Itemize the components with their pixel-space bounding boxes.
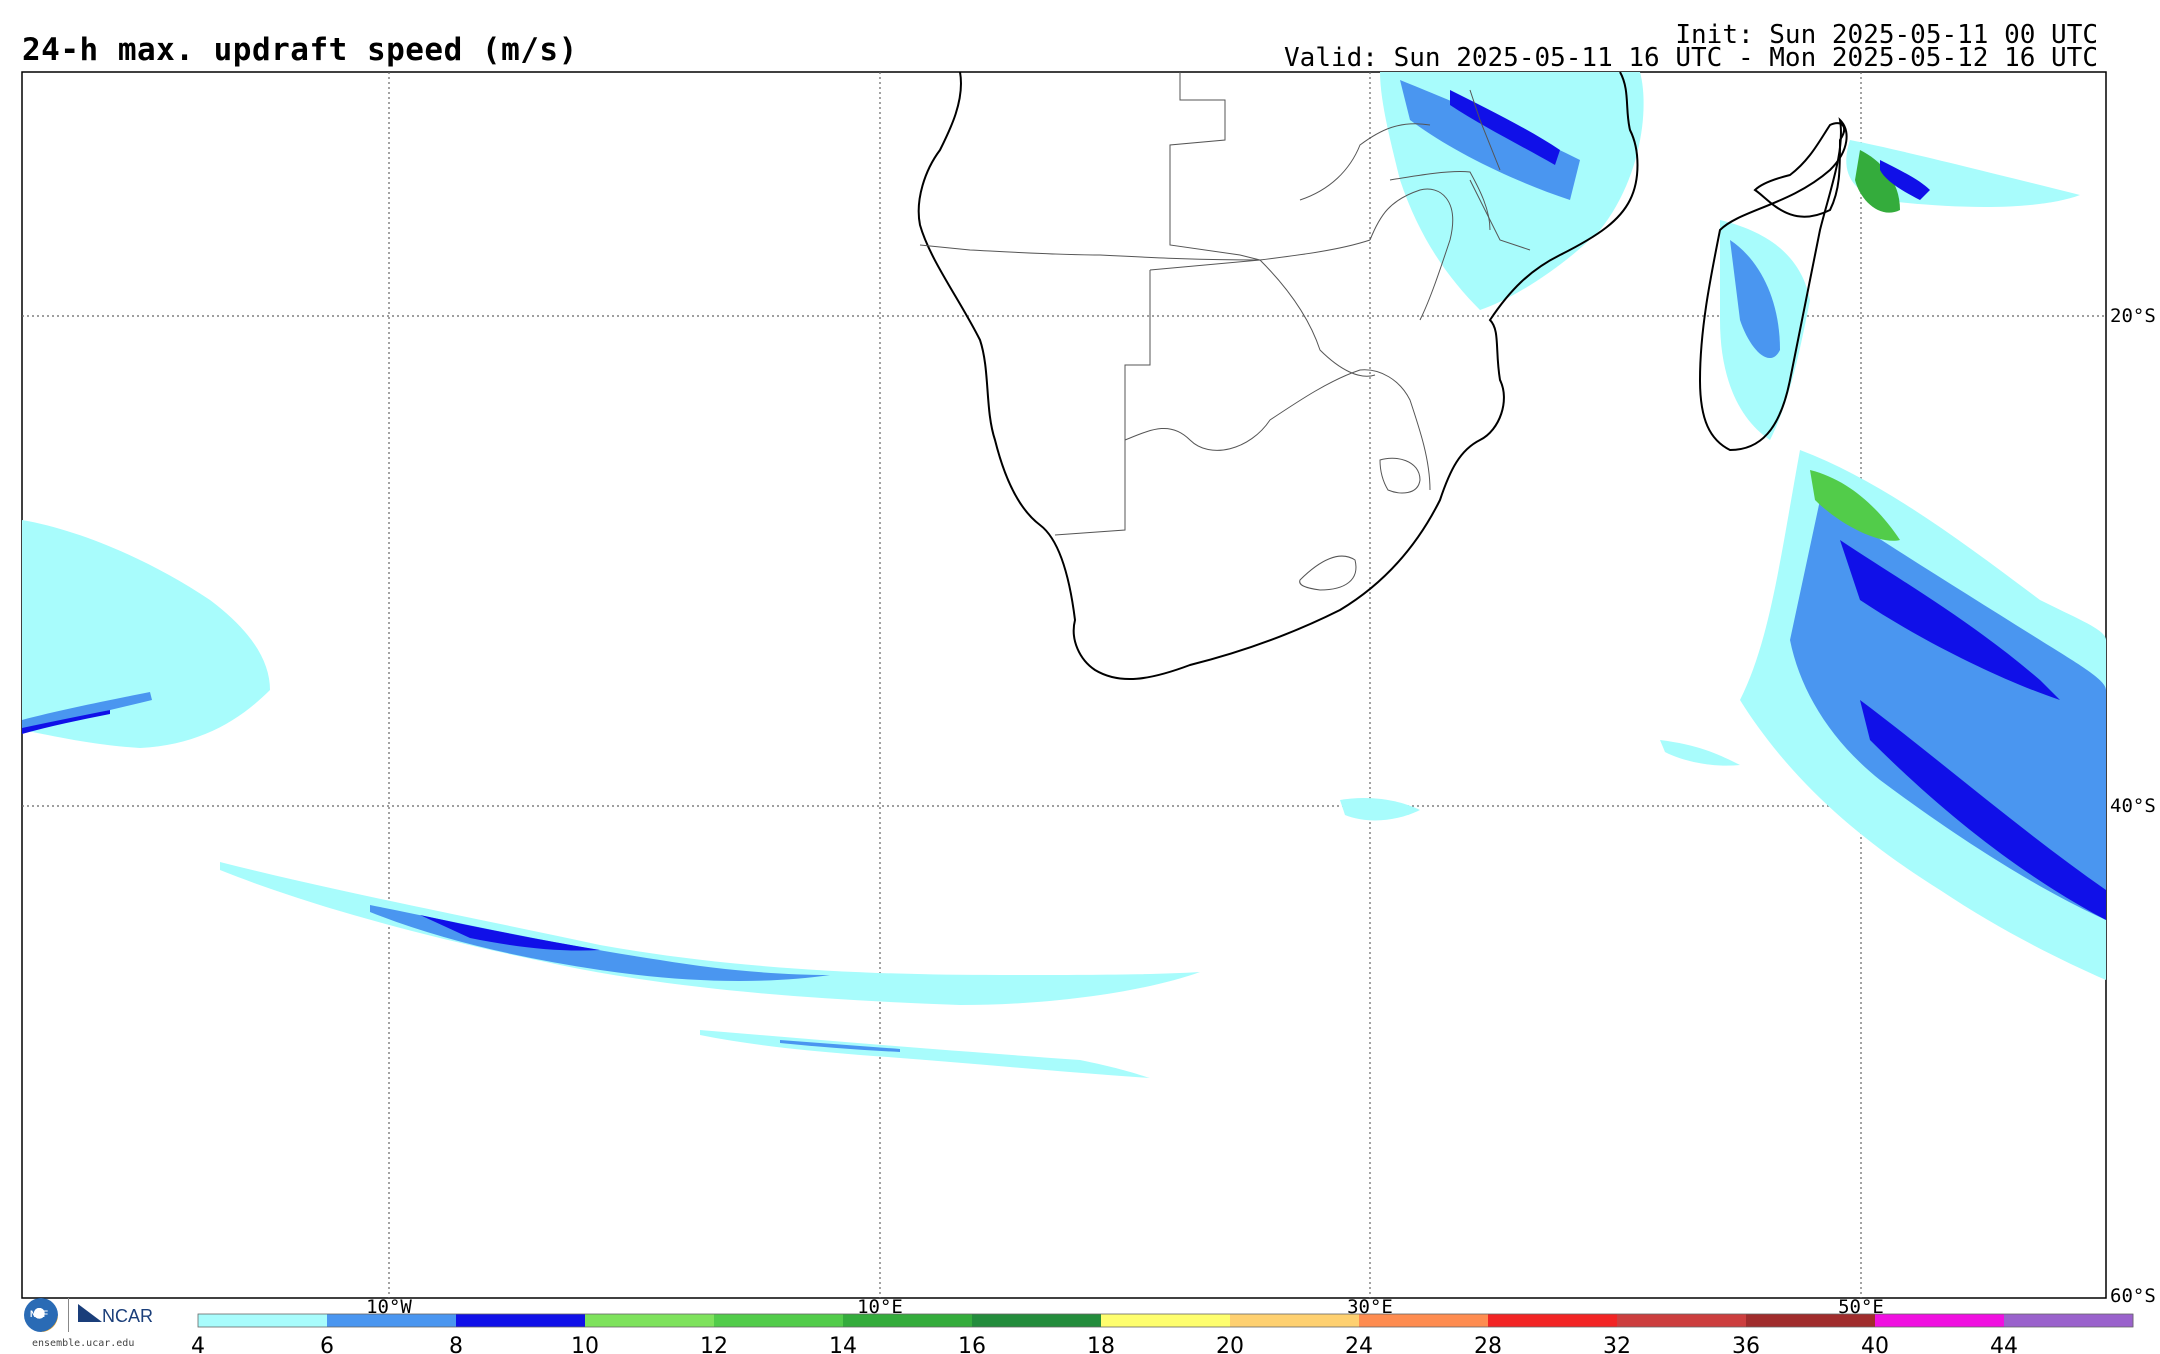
longitude-labels: 10°W 10°E 30°E 50°E bbox=[366, 1296, 1884, 1318]
colorbar-tick-label: 40 bbox=[1861, 1334, 1889, 1354]
colorbar-tick-label: 8 bbox=[449, 1334, 463, 1354]
colorbar-swatch bbox=[327, 1314, 457, 1327]
ncar-logo-icon bbox=[78, 1304, 102, 1322]
colorbar-tick-label: 18 bbox=[1087, 1334, 1115, 1354]
colorbar-swatch bbox=[1746, 1314, 1876, 1327]
lon-label-50e: 50°E bbox=[1838, 1296, 1884, 1318]
colorbar-tick-label: 14 bbox=[829, 1334, 857, 1354]
colorbar-frame bbox=[197, 1313, 2134, 1328]
colorbar-tick-label: 6 bbox=[320, 1334, 334, 1354]
colorbar-tick-label: 4 bbox=[191, 1334, 205, 1354]
colorbar-tick-label: 28 bbox=[1474, 1334, 1502, 1354]
colorbar-tick-label: 44 bbox=[1990, 1334, 2018, 1354]
colorbar-swatch bbox=[1875, 1314, 2005, 1327]
colorbar-tick-label: 16 bbox=[958, 1334, 986, 1354]
colorbar-swatch bbox=[456, 1314, 586, 1327]
colorbar: 4 6 8 10 12 14 16 18 20 24 28 32 36 40 44 bbox=[191, 1313, 2134, 1354]
colorbar-tick-label: 20 bbox=[1216, 1334, 1244, 1354]
lon-label-10w: 10°W bbox=[366, 1296, 412, 1318]
init-time: Init: Sun 2025-05-11 00 UTC bbox=[1675, 20, 2098, 50]
country-borders bbox=[919, 72, 1531, 591]
latitude-labels: 20°S 40°S 60°S bbox=[2110, 305, 2156, 1307]
colorbar-swatch bbox=[198, 1314, 328, 1327]
plot-title: 24-h max. updraft speed (m/s) bbox=[22, 32, 578, 68]
updraft-field bbox=[22, 72, 2106, 1078]
colorbar-tick-label: 32 bbox=[1603, 1334, 1631, 1354]
colorbar-swatch bbox=[1617, 1314, 1747, 1327]
nsf-logo-icon bbox=[24, 1298, 58, 1332]
colorbar-tick-label: 10 bbox=[571, 1334, 599, 1354]
colorbar-swatch bbox=[1101, 1314, 1231, 1327]
colorbar-swatch bbox=[972, 1314, 1102, 1327]
colorbar-swatch bbox=[1230, 1314, 1360, 1327]
coastlines bbox=[917, 71, 1848, 680]
lat-label-20s: 20°S bbox=[2110, 305, 2156, 327]
logo-divider bbox=[68, 1298, 69, 1332]
colorbar-swatch bbox=[1488, 1314, 1618, 1327]
logo-area: NSF NCAR ensemble.ucar.edu bbox=[22, 1296, 162, 1352]
lat-label-40s: 40°S bbox=[2110, 795, 2156, 817]
colorbar-tick-label: 24 bbox=[1345, 1334, 1373, 1354]
lat-label-60s: 60°S bbox=[2110, 1285, 2156, 1307]
colorbar-swatch bbox=[1359, 1314, 1489, 1327]
colorbar-tick-label: 12 bbox=[700, 1334, 728, 1354]
lon-label-30e: 30°E bbox=[1347, 1296, 1393, 1318]
ncar-logo-text: NCAR bbox=[102, 1306, 154, 1326]
colorbar-swatch bbox=[585, 1314, 715, 1327]
colorbar-swatch bbox=[714, 1314, 844, 1327]
valid-time: Valid: Sun 2025-05-11 16 UTC - Mon 2025-… bbox=[1284, 43, 2098, 73]
lon-label-10e: 10°E bbox=[857, 1296, 903, 1318]
colorbar-swatch bbox=[843, 1314, 973, 1327]
nsf-logo-text: NSF bbox=[30, 1309, 48, 1319]
colorbar-tick-label: 36 bbox=[1732, 1334, 1760, 1354]
ensemble-url: ensemble.ucar.edu bbox=[32, 1338, 135, 1349]
colorbar-swatch bbox=[2004, 1314, 2134, 1327]
